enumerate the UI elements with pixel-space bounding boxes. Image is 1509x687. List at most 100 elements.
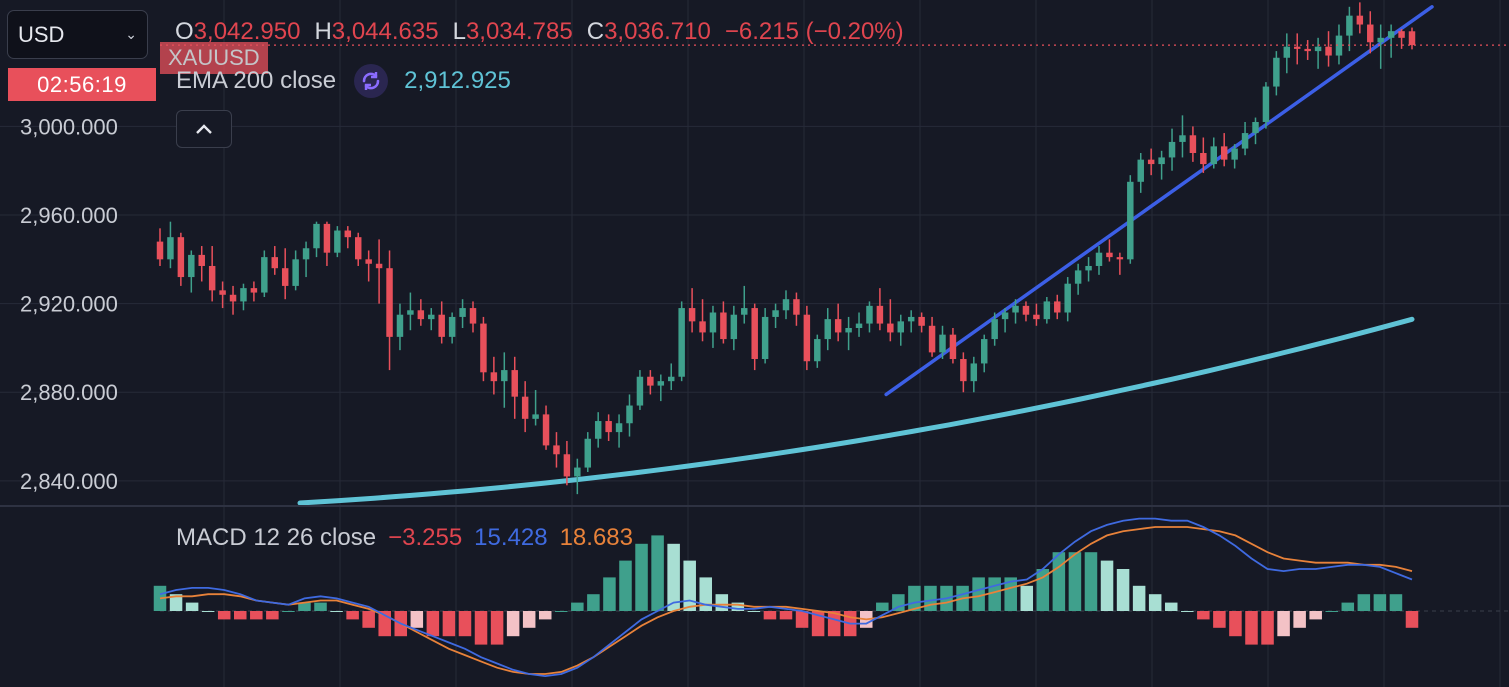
macd-histogram-bar	[1245, 611, 1258, 645]
candle-body	[553, 445, 560, 455]
ema-legend[interactable]: EMA 200 close 2,912.925	[176, 64, 511, 98]
candle-body	[1116, 257, 1124, 260]
macd-histogram-bar	[811, 611, 825, 637]
candle-body	[887, 323, 894, 333]
candle-body	[219, 290, 226, 295]
candle-body	[1387, 31, 1395, 38]
macd-histogram-bar	[651, 535, 664, 611]
candle-body	[1033, 314, 1040, 320]
candle-body	[1262, 86, 1270, 122]
candle-body	[855, 323, 863, 329]
close-value: 3,036.710	[604, 18, 711, 45]
macd-histogram-bar	[908, 585, 921, 611]
candle-body	[1367, 24, 1374, 43]
macd-histogram-bar	[1277, 611, 1290, 637]
candle-body	[302, 248, 310, 260]
candle-body	[459, 308, 466, 317]
low-value: 3,034.785	[465, 18, 573, 45]
candle-body	[1293, 46, 1301, 49]
macd-histogram-bar	[250, 611, 263, 620]
price-tick-label: 2,880.000	[20, 380, 118, 405]
candle-body	[188, 254, 195, 278]
macd-legend: MACD 12 26 close −3.255 15.428 18.683	[176, 524, 633, 552]
candle-body	[1095, 252, 1103, 266]
macd-histogram-bar	[571, 602, 584, 611]
candle-body	[772, 310, 779, 317]
macd-histogram-bar	[1261, 611, 1274, 645]
ohlc-legend: O3,042.950 H3,044.635 L3,034.785 C3,036.710…	[175, 18, 904, 46]
collapse-legend-button[interactable]	[176, 110, 232, 148]
macd-histogram-bar	[314, 602, 327, 611]
refresh-icon[interactable]	[354, 64, 389, 98]
candle-body	[741, 308, 748, 315]
candle-body	[782, 299, 790, 311]
macd-histogram-bar	[587, 594, 600, 611]
macd-line-value: 15.428	[474, 524, 548, 551]
candle-body	[417, 310, 425, 320]
candle-body	[281, 268, 289, 286]
candle-body	[793, 299, 800, 315]
macd-histogram-bar	[1373, 594, 1387, 611]
countdown-value: 02:56:19	[37, 71, 127, 97]
macd-histogram-value: −3.255	[388, 524, 463, 551]
macd-label: MACD 12 26 close	[176, 524, 377, 551]
candle-body	[615, 423, 623, 433]
candle-body	[396, 314, 404, 337]
macd-histogram-bar	[1213, 611, 1226, 628]
candle-body	[323, 223, 331, 253]
macd-pane	[153, 517, 1509, 678]
candle-body	[1054, 301, 1061, 313]
candle-body	[521, 396, 529, 419]
macd-histogram-bar	[683, 560, 696, 611]
macd-histogram-bar	[1164, 602, 1178, 611]
chevron-up-icon	[196, 124, 212, 134]
macd-histogram-bar	[362, 611, 375, 628]
macd-line	[159, 517, 1413, 678]
candle-body	[897, 321, 905, 333]
macd-histogram-bar	[1148, 594, 1162, 611]
candle-body	[1377, 37, 1384, 43]
candle-body	[1231, 148, 1238, 160]
macd-histogram-bar	[185, 602, 199, 611]
candle-body	[1220, 146, 1228, 160]
macd-histogram-bar	[474, 611, 488, 645]
candle-body	[1200, 153, 1207, 165]
candle-body	[1325, 46, 1332, 56]
price-tick-label: 2,840.000	[20, 469, 118, 494]
open-label: O	[175, 18, 194, 45]
macd-histogram-bar	[282, 611, 295, 612]
candle-body	[1043, 301, 1051, 320]
macd-histogram-bar	[1116, 569, 1130, 611]
macd-histogram-bar	[1357, 594, 1371, 611]
macd-histogram-bar	[298, 602, 311, 611]
macd-histogram-bar	[555, 611, 568, 612]
candle-body	[647, 376, 654, 386]
candlestick-series	[156, 2, 1416, 495]
macd-histogram-bar	[330, 611, 343, 612]
candle-body	[1137, 159, 1144, 182]
candle-body	[949, 334, 957, 360]
macd-histogram-bar	[1389, 594, 1403, 611]
macd-histogram-bar	[1293, 611, 1306, 628]
candle-body	[918, 316, 925, 326]
trend-line-segment	[884, 5, 1434, 397]
candle-body	[480, 323, 487, 373]
candle-body	[1001, 312, 1009, 320]
macd-histogram-bar	[1341, 602, 1355, 611]
candle-body	[699, 321, 706, 333]
macd-histogram-bar	[731, 602, 745, 611]
candle-body	[1252, 121, 1259, 134]
macd-histogram-bar	[538, 611, 552, 620]
candle-body	[1022, 305, 1030, 315]
candle-body	[1304, 48, 1311, 52]
macd-histogram-bar	[1325, 611, 1339, 612]
currency-dropdown[interactable]: USD ⌄	[7, 10, 148, 59]
macd-histogram-bar	[169, 594, 183, 611]
macd-histogram-bar	[442, 611, 456, 637]
candle-body	[594, 421, 602, 439]
trend-line[interactable]	[884, 5, 1434, 397]
candle-body	[386, 268, 393, 337]
candle-body	[365, 259, 372, 264]
candle-body	[563, 454, 571, 477]
